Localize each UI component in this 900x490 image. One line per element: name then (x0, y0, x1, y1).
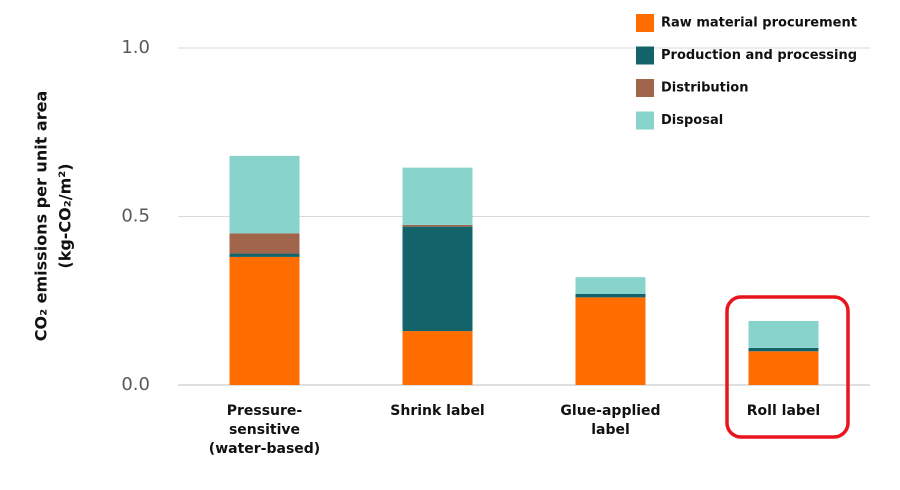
bar-segment (575, 294, 646, 298)
bar-segment (229, 253, 300, 257)
x-tick-label: label (591, 422, 630, 438)
bar-segment (748, 320, 819, 348)
bar-segment (229, 233, 300, 254)
x-tick-label: sensitive (229, 422, 300, 438)
bar-segment (575, 277, 646, 295)
bar-segment (402, 226, 473, 332)
highlight-box (725, 295, 850, 439)
y-tick-label: 1.0 (121, 37, 150, 58)
x-tick-label: Shrink label (390, 403, 484, 419)
legend-label: Raw material procurement (661, 16, 857, 31)
bar-segment (402, 224, 473, 227)
bar-segment (748, 347, 819, 352)
y-tick-label: 0.0 (121, 374, 150, 395)
x-tick-label: Roll label (747, 403, 820, 419)
x-tick-label: (water-based) (209, 441, 320, 457)
legend-label: Distribution (661, 81, 748, 96)
bar-segment (229, 155, 300, 234)
y-tick-label: 0.5 (121, 206, 150, 227)
bar-segment (402, 331, 473, 385)
bar-segment (402, 167, 473, 225)
legend-swatch (636, 79, 654, 97)
bar-segment (229, 256, 300, 385)
y-axis-label: (kg-CO₂/m²) (56, 163, 75, 268)
x-tick-label: Glue-applied (560, 403, 660, 419)
legend-swatch (636, 14, 654, 32)
legend-label: Production and processing (661, 48, 857, 63)
bar-segment (575, 297, 646, 385)
legend-swatch (636, 111, 654, 130)
y-axis-label: CO₂ emissions per unit area (32, 91, 51, 342)
legend-swatch (636, 46, 654, 65)
legend-label: Disposal (661, 113, 723, 128)
bar-segment (748, 351, 819, 385)
x-tick-label: Pressure- (227, 403, 303, 419)
